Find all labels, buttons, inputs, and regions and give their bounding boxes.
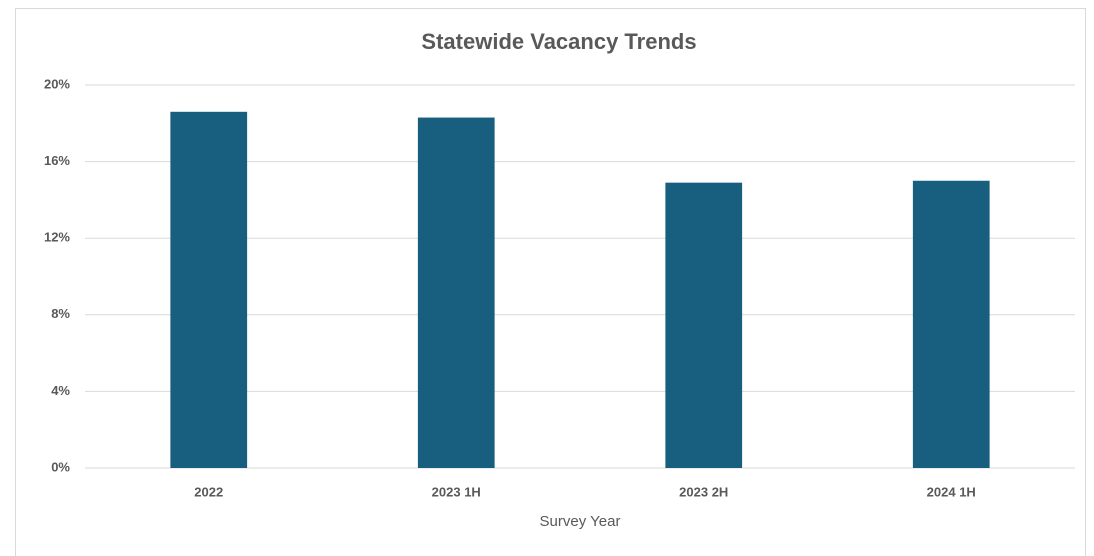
bar [170,111,248,468]
x-tick-label: 2023 2H [679,484,728,499]
bar [417,117,495,469]
y-tick-label: 16% [44,153,70,168]
y-tick-label: 0% [51,459,70,474]
y-tick-label: 8% [51,306,70,321]
x-axis-label: Survey Year [540,513,621,530]
bar [665,182,743,469]
x-tick-label: 2024 1H [927,484,976,499]
chart-title: Statewide Vacancy Trends [421,29,696,54]
y-tick-label: 4% [51,383,70,398]
x-tick-label: 2023 1H [432,484,481,499]
y-tick-label: 12% [44,230,70,245]
y-tick-label: 20% [44,76,70,91]
x-tick-label: 2022 [194,484,223,499]
bar [912,180,990,468]
